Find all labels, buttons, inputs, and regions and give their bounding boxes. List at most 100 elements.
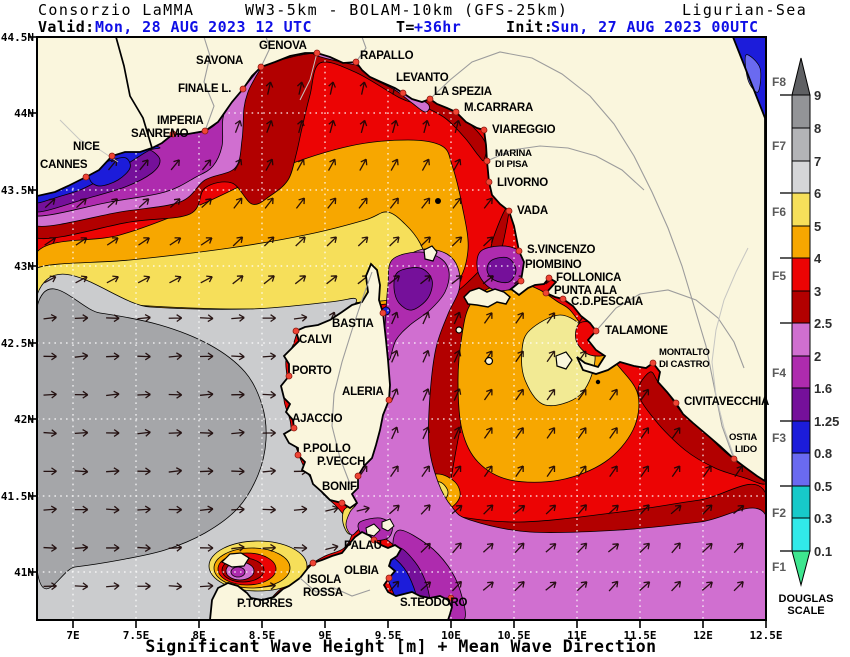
city-dot bbox=[169, 130, 177, 138]
city-dot bbox=[559, 295, 567, 303]
lon-tick-label: 8.5E bbox=[249, 629, 276, 642]
city-label: BASTIA bbox=[332, 318, 374, 330]
city-labels: SAVONA GENOVA RAPALLO FINALE L. LEVANTO LA SP… bbox=[40, 40, 769, 610]
model-title-left: Consorzio LaMMA bbox=[38, 1, 194, 19]
city-dot bbox=[379, 309, 387, 317]
city-label: MARINA bbox=[495, 148, 532, 159]
city-dot bbox=[385, 396, 393, 404]
lon-tick-label: 12.5E bbox=[749, 629, 782, 642]
city-dot bbox=[542, 289, 550, 297]
city-label: PUNTA ALA bbox=[554, 285, 617, 297]
douglas-title-2: SCALE bbox=[787, 605, 824, 617]
city-label: BONIF bbox=[322, 481, 357, 493]
douglas-force-label: F8 bbox=[772, 75, 786, 89]
scale-value-label: 0.8 bbox=[814, 446, 832, 461]
city-label: ALERIA bbox=[342, 386, 384, 398]
header: Consorzio LaMMA WW3-5km - BOLAM-10km (GF… bbox=[38, 1, 807, 36]
city-label: DI PISA bbox=[495, 159, 528, 170]
city-label: PIOMBINO bbox=[525, 259, 582, 271]
model-title-mid: WW3-5km - BOLAM-10km (GFS-25km) bbox=[245, 1, 568, 19]
douglas-force-label: F3 bbox=[772, 431, 786, 445]
init-label: Init: bbox=[506, 18, 553, 36]
adriatic-sea-corner bbox=[732, 37, 766, 119]
city-label: PORTO bbox=[292, 365, 332, 377]
city-label: CIVITAVECCHIA bbox=[684, 396, 769, 408]
douglas-force-label: F4 bbox=[772, 366, 786, 380]
lon-tick-label: 11E bbox=[567, 629, 587, 642]
lon-tick-label: 9.5E bbox=[375, 629, 402, 642]
city-label: TALAMONE bbox=[605, 325, 668, 337]
city-dot bbox=[338, 499, 346, 507]
lat-tick-label: 41.5N bbox=[1, 490, 34, 503]
city-label: DI CASTRO bbox=[659, 359, 709, 370]
city-dot bbox=[201, 127, 209, 135]
city-label: FOLLONICA bbox=[556, 272, 621, 284]
valid-label: Valid: bbox=[38, 18, 95, 36]
city-dot bbox=[108, 152, 116, 160]
city-dot bbox=[452, 108, 460, 116]
lon-tick-label: 8E bbox=[192, 629, 205, 642]
city-label: M.CARRARA bbox=[464, 102, 533, 114]
lon-tick-label: 7E bbox=[66, 629, 79, 642]
lon-tick-label: 12E bbox=[693, 629, 713, 642]
city-label: S.TEODORO bbox=[400, 597, 467, 609]
scale-value-label: 3 bbox=[814, 284, 821, 299]
city-dot bbox=[447, 594, 455, 602]
wave-direction-arrows bbox=[43, 81, 745, 592]
lon-tick-label: 9E bbox=[318, 629, 331, 642]
city-dot bbox=[290, 424, 298, 432]
longitude-axis: 7E 7.5E 8E 8.5E 9E 9.5E 10E 10.5E 11E 11.5E 12E 12.… bbox=[66, 620, 783, 642]
map-frame bbox=[36, 36, 767, 621]
city-dot bbox=[515, 247, 523, 255]
city-label: LEVANTO bbox=[396, 72, 449, 84]
city-label: P.POLLO bbox=[303, 443, 351, 455]
lat-tick-label: 43.5N bbox=[1, 184, 34, 197]
city-label: VADA bbox=[517, 205, 548, 217]
city-dot bbox=[285, 372, 293, 380]
scale-value-label: 5 bbox=[814, 219, 821, 234]
lon-tick-label: 11.5E bbox=[623, 629, 656, 642]
scale-value-label: 8 bbox=[814, 121, 821, 136]
latitude-axis: 44.5N 44N 43.5N 43N 42.5N 42N 41.5N 41N bbox=[1, 31, 37, 579]
city-dot bbox=[352, 58, 360, 66]
city-label: SANREMO bbox=[131, 128, 189, 140]
city-label: MONTALTO bbox=[659, 347, 710, 358]
model-title-right: Ligurian-Sea bbox=[682, 1, 807, 19]
city-label: C.D.PESCAIA bbox=[571, 296, 643, 308]
lat-tick-label: 43N bbox=[14, 260, 34, 273]
city-dot bbox=[592, 327, 600, 335]
city-dots bbox=[82, 49, 738, 602]
city-dot bbox=[672, 399, 680, 407]
city-label: VIAREGGIO bbox=[492, 124, 556, 136]
city-dot bbox=[313, 49, 321, 57]
douglas-force-label: F2 bbox=[772, 506, 786, 520]
city-dot bbox=[399, 89, 407, 97]
scale-value-label: 6 bbox=[814, 186, 821, 201]
city-dot bbox=[517, 277, 525, 285]
lon-tick-label: 7.5E bbox=[123, 629, 150, 642]
lon-tick-label: 10E bbox=[441, 629, 461, 642]
city-dot bbox=[730, 455, 738, 463]
city-label: OLBIA bbox=[344, 565, 379, 577]
city-dot bbox=[426, 95, 434, 103]
city-dot bbox=[239, 85, 247, 93]
city-label: GENOVA bbox=[259, 40, 307, 52]
city-label: IMPERIA bbox=[157, 115, 204, 127]
city-label: LIDO bbox=[735, 444, 757, 455]
city-dot bbox=[292, 327, 300, 335]
lat-tick-label: 42N bbox=[14, 413, 34, 426]
city-dot bbox=[354, 472, 362, 480]
city-dot bbox=[385, 574, 393, 582]
scale-value-label: 1.25 bbox=[814, 414, 839, 429]
t-label: T= bbox=[396, 18, 415, 36]
scale-value-label: 1.6 bbox=[814, 381, 832, 396]
city-label: AJACCIO bbox=[292, 413, 343, 425]
douglas-force-label: F5 bbox=[772, 269, 786, 283]
city-label: ISOLA bbox=[307, 574, 341, 586]
lon-tick-label: 10.5E bbox=[497, 629, 530, 642]
t-value: +36hr bbox=[414, 18, 461, 36]
init-value: Sun, 27 AUG 2023 00UTC bbox=[551, 18, 758, 36]
city-dot bbox=[545, 274, 553, 282]
